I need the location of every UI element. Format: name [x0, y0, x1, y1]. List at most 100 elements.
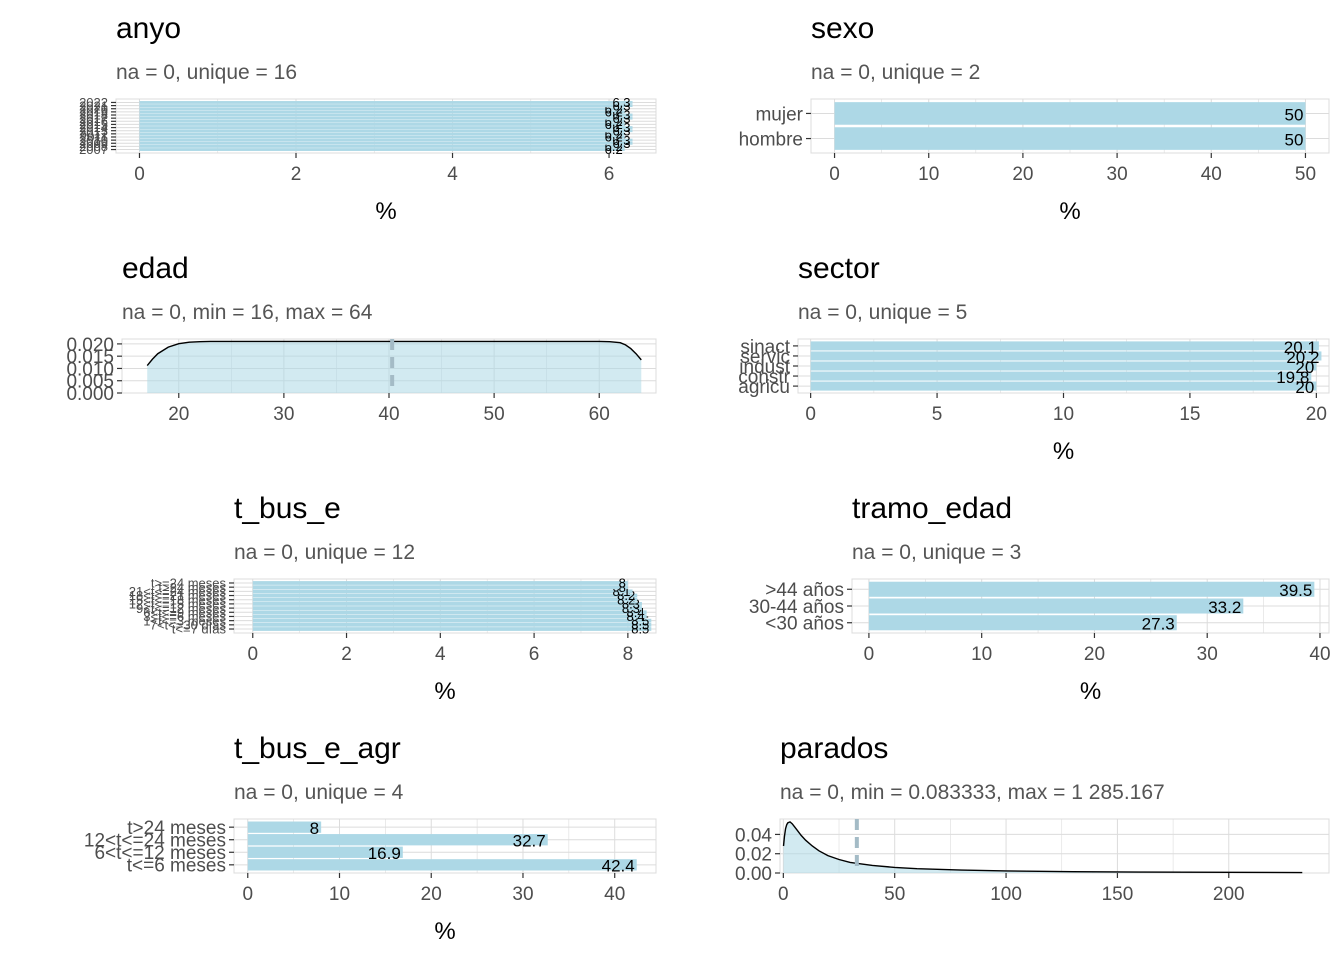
- bar: [252, 602, 642, 606]
- data-label: 8: [619, 576, 626, 591]
- x-tick-label: 5: [932, 404, 943, 425]
- x-tick-label: 0: [247, 644, 258, 665]
- x-tick-label: 10: [329, 884, 350, 905]
- y-tick-label: >44 años: [765, 580, 844, 601]
- bar: [139, 126, 633, 129]
- bar: [810, 351, 1322, 361]
- y-tick-label: <30 años: [765, 614, 844, 635]
- chart-sexo: hombre 50 mujer 50 0 10 20 30 40 50%: [739, 98, 1330, 225]
- chart-sector: agricu 20 constr 19.8 indust 20 servic 20.2 sina…: [738, 337, 1330, 465]
- density-area: [147, 341, 642, 393]
- x-tick-label: 40: [1309, 644, 1330, 665]
- bar: [810, 381, 1317, 391]
- data-label: 8: [619, 580, 626, 595]
- bar: [810, 371, 1312, 381]
- x-tick-label: 50: [484, 404, 505, 425]
- data-label: 6.3: [612, 95, 630, 110]
- x-tick-label: 30: [273, 404, 294, 425]
- bar: [810, 361, 1317, 371]
- y-tick-label: 2009: [79, 136, 108, 151]
- data-label: 50: [1285, 105, 1304, 124]
- data-label: 20: [1295, 358, 1314, 377]
- chart-t-bus-e-agr: t<=6 meses 42.4 6<t<=12 meses 16.9 12<t<=24 …: [84, 818, 657, 945]
- x-tick-label: 6: [604, 164, 615, 185]
- panel-subtitle: na = 0, unique = 5: [798, 301, 968, 324]
- data-label: 20.1: [1284, 338, 1317, 357]
- panel-border: [115, 98, 657, 154]
- y-tick-label: 2017: [79, 111, 108, 126]
- bar: [834, 127, 1306, 150]
- data-label: 20.2: [1286, 348, 1319, 367]
- bar: [247, 846, 403, 858]
- bar: [247, 859, 637, 871]
- panel-subtitle: na = 0, unique = 12: [234, 541, 415, 564]
- y-tick-label: 12<t<=15 meses: [129, 597, 227, 612]
- y-tick-label: 2010: [79, 133, 108, 148]
- bar: [139, 123, 625, 126]
- x-tick-label: 30: [512, 884, 533, 905]
- x-tick-label: 20: [168, 404, 189, 425]
- chart-parados: 0.000.020.04 0 50 100 150 200: [735, 818, 1330, 905]
- x-tick-label: 40: [604, 884, 625, 905]
- y-tick-label: agricu: [738, 377, 790, 398]
- y-tick-label: 0.010: [66, 359, 114, 380]
- data-label: 8: [310, 819, 319, 838]
- y-tick-label: t<=7 días: [172, 622, 227, 637]
- x-tick-label: 10: [1053, 404, 1074, 425]
- bar: [139, 113, 633, 117]
- y-tick-label: 2014: [79, 120, 108, 135]
- panel-title: sector: [798, 252, 880, 285]
- y-tick-label: t>24 meses: [127, 818, 226, 839]
- y-tick-label: 2007: [79, 142, 108, 157]
- x-tick-label: 50: [884, 884, 905, 905]
- x-tick-label: 20: [421, 884, 442, 905]
- bar: [868, 581, 1315, 597]
- y-tick-label: 15<t<=18 meses: [129, 592, 227, 607]
- bar: [868, 615, 1177, 631]
- y-tick-label: 2011: [80, 130, 108, 145]
- bar: [247, 834, 548, 846]
- bar: [252, 618, 652, 623]
- bar: [139, 104, 633, 108]
- panel-title: anyo: [116, 12, 182, 45]
- y-tick-label: 12<t<=24 meses: [84, 831, 226, 852]
- panel-title: t_bus_e_agr: [234, 732, 401, 765]
- y-tick-label: 2013: [79, 123, 108, 138]
- x-axis-title: %: [375, 198, 396, 225]
- x-tick-label: 20: [1084, 644, 1105, 665]
- panel-subtitle: na = 0, min = 0.083333, max = 1 285.167: [780, 781, 1165, 804]
- y-tick-label: 2018: [79, 108, 108, 123]
- bar: [139, 141, 633, 145]
- y-tick-label: 7<t<=30 días: [150, 618, 227, 633]
- bar: [139, 101, 633, 104]
- x-tick-label: 4: [435, 644, 446, 665]
- x-axis-title: %: [434, 678, 455, 705]
- x-tick-label: 10: [971, 644, 992, 665]
- y-tick-label: servic: [740, 347, 790, 368]
- panel-title: tramo_edad: [852, 492, 1013, 525]
- bar: [252, 593, 638, 598]
- y-tick-label: 2020: [79, 101, 108, 116]
- x-axis-title: %: [1059, 198, 1080, 225]
- y-tick-label: constr: [738, 367, 790, 388]
- y-tick-label: 6<t<=12 meses: [94, 843, 226, 864]
- bar: [252, 622, 652, 627]
- y-tick-label: hombre: [739, 129, 803, 150]
- x-tick-label: 50: [1295, 164, 1316, 185]
- bar: [252, 597, 638, 602]
- bar: [139, 144, 625, 148]
- x-tick-label: 0: [805, 404, 816, 425]
- y-tick-label: 9<t<=12 meses: [136, 601, 226, 616]
- y-tick-label: 2019: [79, 105, 108, 120]
- x-axis-title: %: [434, 918, 455, 945]
- bar: [252, 606, 642, 610]
- y-tick-label: 0.020: [66, 335, 114, 356]
- bar: [252, 610, 647, 615]
- panel-title: edad: [122, 252, 189, 285]
- chart-t-bus-e: t<=7 días 8.57<t<=30 días 8.51<t<=3 meses 8…: [129, 576, 657, 705]
- bar: [834, 102, 1306, 125]
- bar: [139, 138, 633, 142]
- x-tick-label: 0: [778, 884, 789, 905]
- x-tick-label: 0: [864, 644, 875, 665]
